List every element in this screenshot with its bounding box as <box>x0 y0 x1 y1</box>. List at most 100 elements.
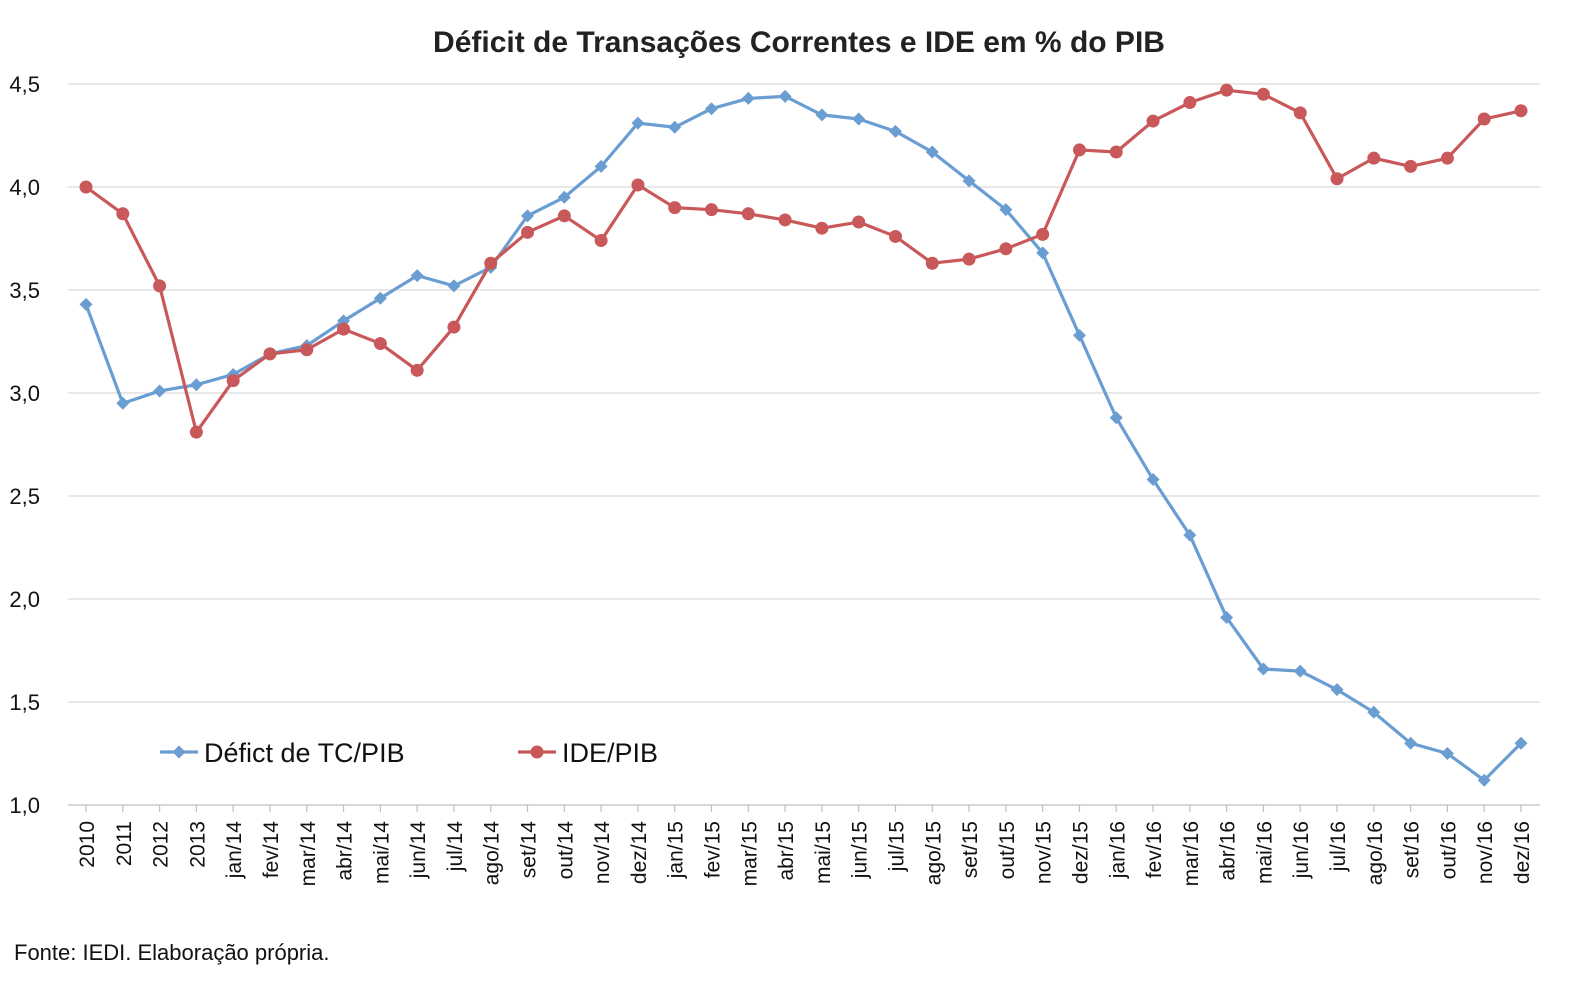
data-point <box>484 256 498 270</box>
y-tick-label: 3,5 <box>9 278 40 303</box>
x-tick-label: jun/16 <box>1290 821 1313 879</box>
data-point <box>337 322 351 336</box>
data-point <box>778 213 792 227</box>
x-tick-label: jul/14 <box>444 821 467 873</box>
data-point <box>557 209 571 223</box>
data-point <box>1293 664 1307 678</box>
data-point <box>1183 528 1197 542</box>
legend-label: IDE/PIB <box>562 738 658 768</box>
x-tick-label: abr/14 <box>334 821 357 881</box>
data-point <box>999 203 1013 217</box>
y-tick-label: 1,0 <box>9 793 40 818</box>
data-point <box>1146 114 1160 128</box>
x-tick-label: jan/16 <box>1106 821 1129 879</box>
x-tick-label: fev/16 <box>1143 821 1166 878</box>
legend-item: Défict de TC/PIB <box>160 738 405 768</box>
data-point <box>263 347 277 361</box>
x-tick-label: mai/14 <box>370 821 393 884</box>
data-point <box>79 180 93 194</box>
data-point <box>852 112 866 126</box>
x-tick-label: mar/15 <box>738 821 761 886</box>
data-point <box>226 374 240 388</box>
data-point <box>521 209 535 223</box>
data-point <box>1330 172 1344 186</box>
data-point <box>447 279 461 293</box>
data-point <box>888 124 902 138</box>
data-point <box>300 343 314 357</box>
data-point <box>815 221 829 235</box>
y-tick-label: 2,0 <box>9 587 40 612</box>
data-point <box>116 396 130 410</box>
y-tick-label: 4,5 <box>9 72 40 97</box>
series-line <box>85 88 1522 434</box>
x-tick-label: jan/15 <box>665 821 688 879</box>
x-tick-label: jul/16 <box>1327 821 1350 872</box>
x-tick-label: abr/15 <box>775 821 798 881</box>
data-point <box>410 363 424 377</box>
data-point <box>705 102 719 116</box>
data-point <box>189 425 203 439</box>
series-2 <box>79 83 1528 439</box>
data-point <box>1072 143 1086 157</box>
x-tick-label: out/14 <box>554 821 577 880</box>
data-point <box>1514 104 1528 118</box>
x-tick-label: jul/15 <box>885 821 908 872</box>
data-point <box>962 174 976 188</box>
data-point <box>1477 112 1491 126</box>
data-point <box>1293 106 1307 120</box>
data-point <box>999 242 1013 256</box>
data-point <box>852 215 866 229</box>
x-tick-label: abr/16 <box>1217 821 1240 881</box>
data-point <box>189 378 203 392</box>
data-point <box>1477 773 1491 787</box>
data-point <box>1367 705 1381 719</box>
x-tick-label: mar/14 <box>297 821 320 887</box>
y-axis-ticks: 1,0 1,5 2,0 2,5 3,0 3,5 4,0 4,5 <box>9 72 40 818</box>
x-tick-label: ago/14 <box>481 821 504 886</box>
data-point <box>1256 87 1270 101</box>
data-point <box>1256 662 1270 676</box>
source-note: Fonte: IEDI. Elaboração própria. <box>14 940 330 965</box>
data-point <box>668 201 682 215</box>
gridlines <box>68 83 1540 806</box>
x-tick-label: 2013 <box>186 821 209 868</box>
data-point <box>373 291 387 305</box>
x-tick-label: out/16 <box>1437 821 1460 879</box>
series-1 <box>79 89 1528 787</box>
data-point <box>631 178 645 192</box>
y-tick-label: 2,5 <box>9 484 40 509</box>
data-point <box>962 252 976 266</box>
data-point <box>594 159 608 173</box>
x-tick-label: jun/15 <box>849 821 872 879</box>
data-point <box>1109 145 1123 159</box>
data-point <box>1330 683 1344 697</box>
x-axis-ticks: 2010 2011 2012 2013 jan/14 fev/14 mar/14 abr/14… <box>76 805 1534 886</box>
x-tick-label: mai/15 <box>812 821 835 884</box>
data-point <box>447 320 461 334</box>
x-tick-label: set/14 <box>518 821 541 879</box>
data-point <box>741 91 755 105</box>
data-point <box>410 269 424 283</box>
data-point <box>888 229 902 243</box>
data-point <box>116 207 130 221</box>
data-point <box>1440 151 1454 165</box>
data-point <box>521 225 535 239</box>
legend-label: Défict de TC/PIB <box>204 738 405 768</box>
x-tick-label: dez/15 <box>1069 821 1092 884</box>
data-point <box>1109 411 1123 425</box>
legend-marker <box>530 745 544 759</box>
data-point <box>1146 473 1160 487</box>
data-point <box>1036 227 1050 241</box>
x-tick-label: ago/15 <box>922 821 945 885</box>
data-point <box>1514 736 1528 750</box>
legend-marker <box>172 745 186 759</box>
data-point <box>557 190 571 204</box>
x-tick-label: 2011 <box>113 821 136 866</box>
x-tick-label: dez/14 <box>628 821 651 884</box>
x-tick-label: nov/15 <box>1033 821 1056 884</box>
data-point <box>741 207 755 221</box>
data-point <box>1072 328 1086 342</box>
x-tick-label: jan/14 <box>223 821 246 880</box>
data-point <box>668 120 682 134</box>
